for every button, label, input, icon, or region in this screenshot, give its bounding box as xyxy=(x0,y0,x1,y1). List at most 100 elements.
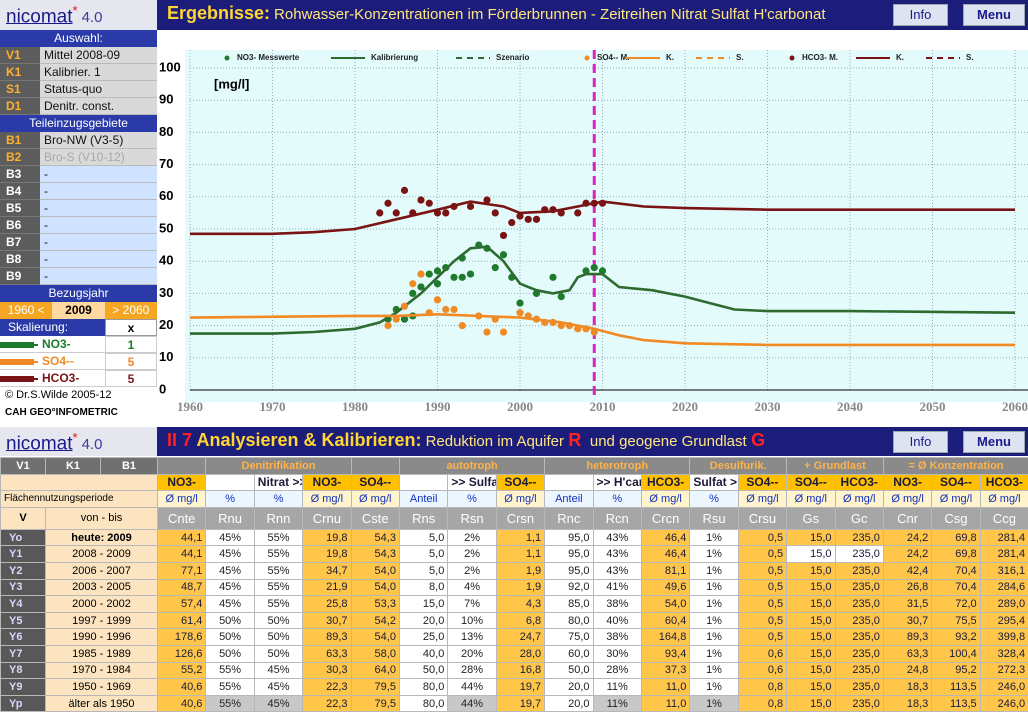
data-point xyxy=(532,215,541,223)
column-code: Rnu xyxy=(205,506,255,530)
info-button[interactable]: Info xyxy=(893,4,948,26)
cell: 63,3 xyxy=(882,644,933,663)
cell: 54,0 xyxy=(350,578,400,597)
cell: 15,0 xyxy=(786,528,836,547)
cell: 1% xyxy=(689,528,739,547)
unit-head: Ø mg/l xyxy=(640,490,691,508)
section-header: Teileinzugsgebiete xyxy=(0,115,157,132)
code: K1 xyxy=(0,64,40,81)
legend-label: SO4-- M. xyxy=(597,53,629,62)
selection-row: B5- xyxy=(0,200,157,217)
cell: 15,0 xyxy=(786,595,836,613)
cell: 30,7 xyxy=(882,611,933,630)
cell: 20% xyxy=(447,644,497,663)
cell: 55% xyxy=(253,561,304,580)
cell: 63,3 xyxy=(302,644,352,663)
cell: 45% xyxy=(205,561,255,580)
cell: 19,8 xyxy=(302,528,352,547)
cell: 15,0 xyxy=(786,678,836,696)
cell: 43% xyxy=(592,561,642,580)
calibration-line xyxy=(190,245,1016,335)
cell: 0,5 xyxy=(737,578,788,597)
app-version: 4.0 xyxy=(81,436,103,454)
label: - xyxy=(40,217,157,234)
calibration-line xyxy=(189,312,1015,347)
cell: 55% xyxy=(205,678,255,696)
cell: 0,5 xyxy=(737,611,788,630)
data-point xyxy=(417,283,425,291)
cell: 19,7 xyxy=(495,694,546,713)
data-point xyxy=(458,322,466,330)
cell: 11% xyxy=(592,694,642,713)
code: B4 xyxy=(0,183,40,200)
cell: 60,4 xyxy=(640,611,691,630)
y-tick-label: 50 xyxy=(159,220,173,235)
cell: 1,1 xyxy=(495,545,546,563)
column-code: Csg xyxy=(931,506,981,530)
cell: 281,4 xyxy=(979,545,1028,563)
cell: 55% xyxy=(253,595,304,613)
label: - xyxy=(40,251,157,268)
data-point xyxy=(582,267,590,275)
label: Status-quo xyxy=(40,81,157,98)
data-point xyxy=(516,212,524,220)
cell: 295,4 xyxy=(979,611,1028,630)
substance-head: HCO3- xyxy=(640,473,691,492)
cell: 15,0 xyxy=(786,578,836,597)
cell: 2% xyxy=(447,561,497,580)
data-point xyxy=(466,202,475,211)
scale-header: Skalierung: x xyxy=(0,319,157,336)
cell: 89,3 xyxy=(882,628,933,646)
data-row: Y7 1985 - 1989 126,6 50% 50% 63,3 58,0 40,0 20% 2… xyxy=(0,644,1028,663)
scale-name: SO4-- xyxy=(42,354,75,368)
menu-button[interactable]: Menu xyxy=(963,431,1025,453)
data-row: Yp älter als 1950 40,6 55% 45% 22,3 79,5 80,0 44… xyxy=(0,694,1028,713)
cell: 92,0 xyxy=(544,578,594,597)
y-tick-label: 90 xyxy=(159,92,173,107)
unit-head: Ø mg/l xyxy=(350,490,400,508)
cell: 54,0 xyxy=(640,595,691,613)
cell: 6,8 xyxy=(495,611,546,630)
column-code: Gs xyxy=(786,506,836,530)
data-point xyxy=(466,270,475,278)
data-point xyxy=(524,215,532,223)
cell: 235,0 xyxy=(834,694,884,713)
plot-bg xyxy=(185,50,1028,402)
column-code: Crnu xyxy=(302,506,352,530)
label: Mittel 2008-09 xyxy=(40,47,157,64)
cell: 43% xyxy=(592,528,642,547)
cell: 235,0 xyxy=(834,528,884,547)
year-cell: > 2060 xyxy=(104,302,157,319)
cell: 246,0 xyxy=(979,694,1028,713)
unit-head: Ø mg/l xyxy=(834,490,884,508)
cell: 18,3 xyxy=(882,694,933,713)
data-row: Y3 2003 - 2005 48,7 45% 55% 21,9 54,0 8,0 4% 1,9 9… xyxy=(0,578,1028,597)
cell: 126,6 xyxy=(156,644,207,663)
row-period: 2006 - 2007 xyxy=(45,561,158,580)
menu-button[interactable]: Menu xyxy=(963,4,1025,26)
cell: 42,4 xyxy=(882,561,933,580)
x-tick-label: 2010 xyxy=(590,399,616,414)
cell: 235,0 xyxy=(834,678,884,696)
info-button[interactable]: Info xyxy=(893,431,948,453)
row-period: 2000 - 2002 xyxy=(45,595,158,613)
column-code: Crsn xyxy=(495,506,546,530)
cell: 1% xyxy=(689,694,739,713)
data-point xyxy=(516,299,524,307)
cell: 113,5 xyxy=(931,678,981,696)
substance-head: NO3- xyxy=(882,473,933,492)
cell: 45% xyxy=(205,528,255,547)
header-row: V1 K1 B1 Denitrifikation autotroph heterotrop… xyxy=(0,457,1028,475)
code: D1 xyxy=(0,98,40,115)
group-head xyxy=(350,457,400,475)
section-lead: Analysieren & Kalibrieren: xyxy=(196,430,422,450)
cell: 15,0 xyxy=(786,561,836,580)
y-tick-label: 40 xyxy=(159,253,173,268)
column-code: Cnr xyxy=(882,506,933,530)
cell: 1% xyxy=(689,545,739,563)
scale-name-cell: HCO3- xyxy=(0,370,105,387)
cell: 0,6 xyxy=(737,644,788,663)
scale-icon xyxy=(4,377,38,380)
scale-name: NO3- xyxy=(42,337,71,351)
